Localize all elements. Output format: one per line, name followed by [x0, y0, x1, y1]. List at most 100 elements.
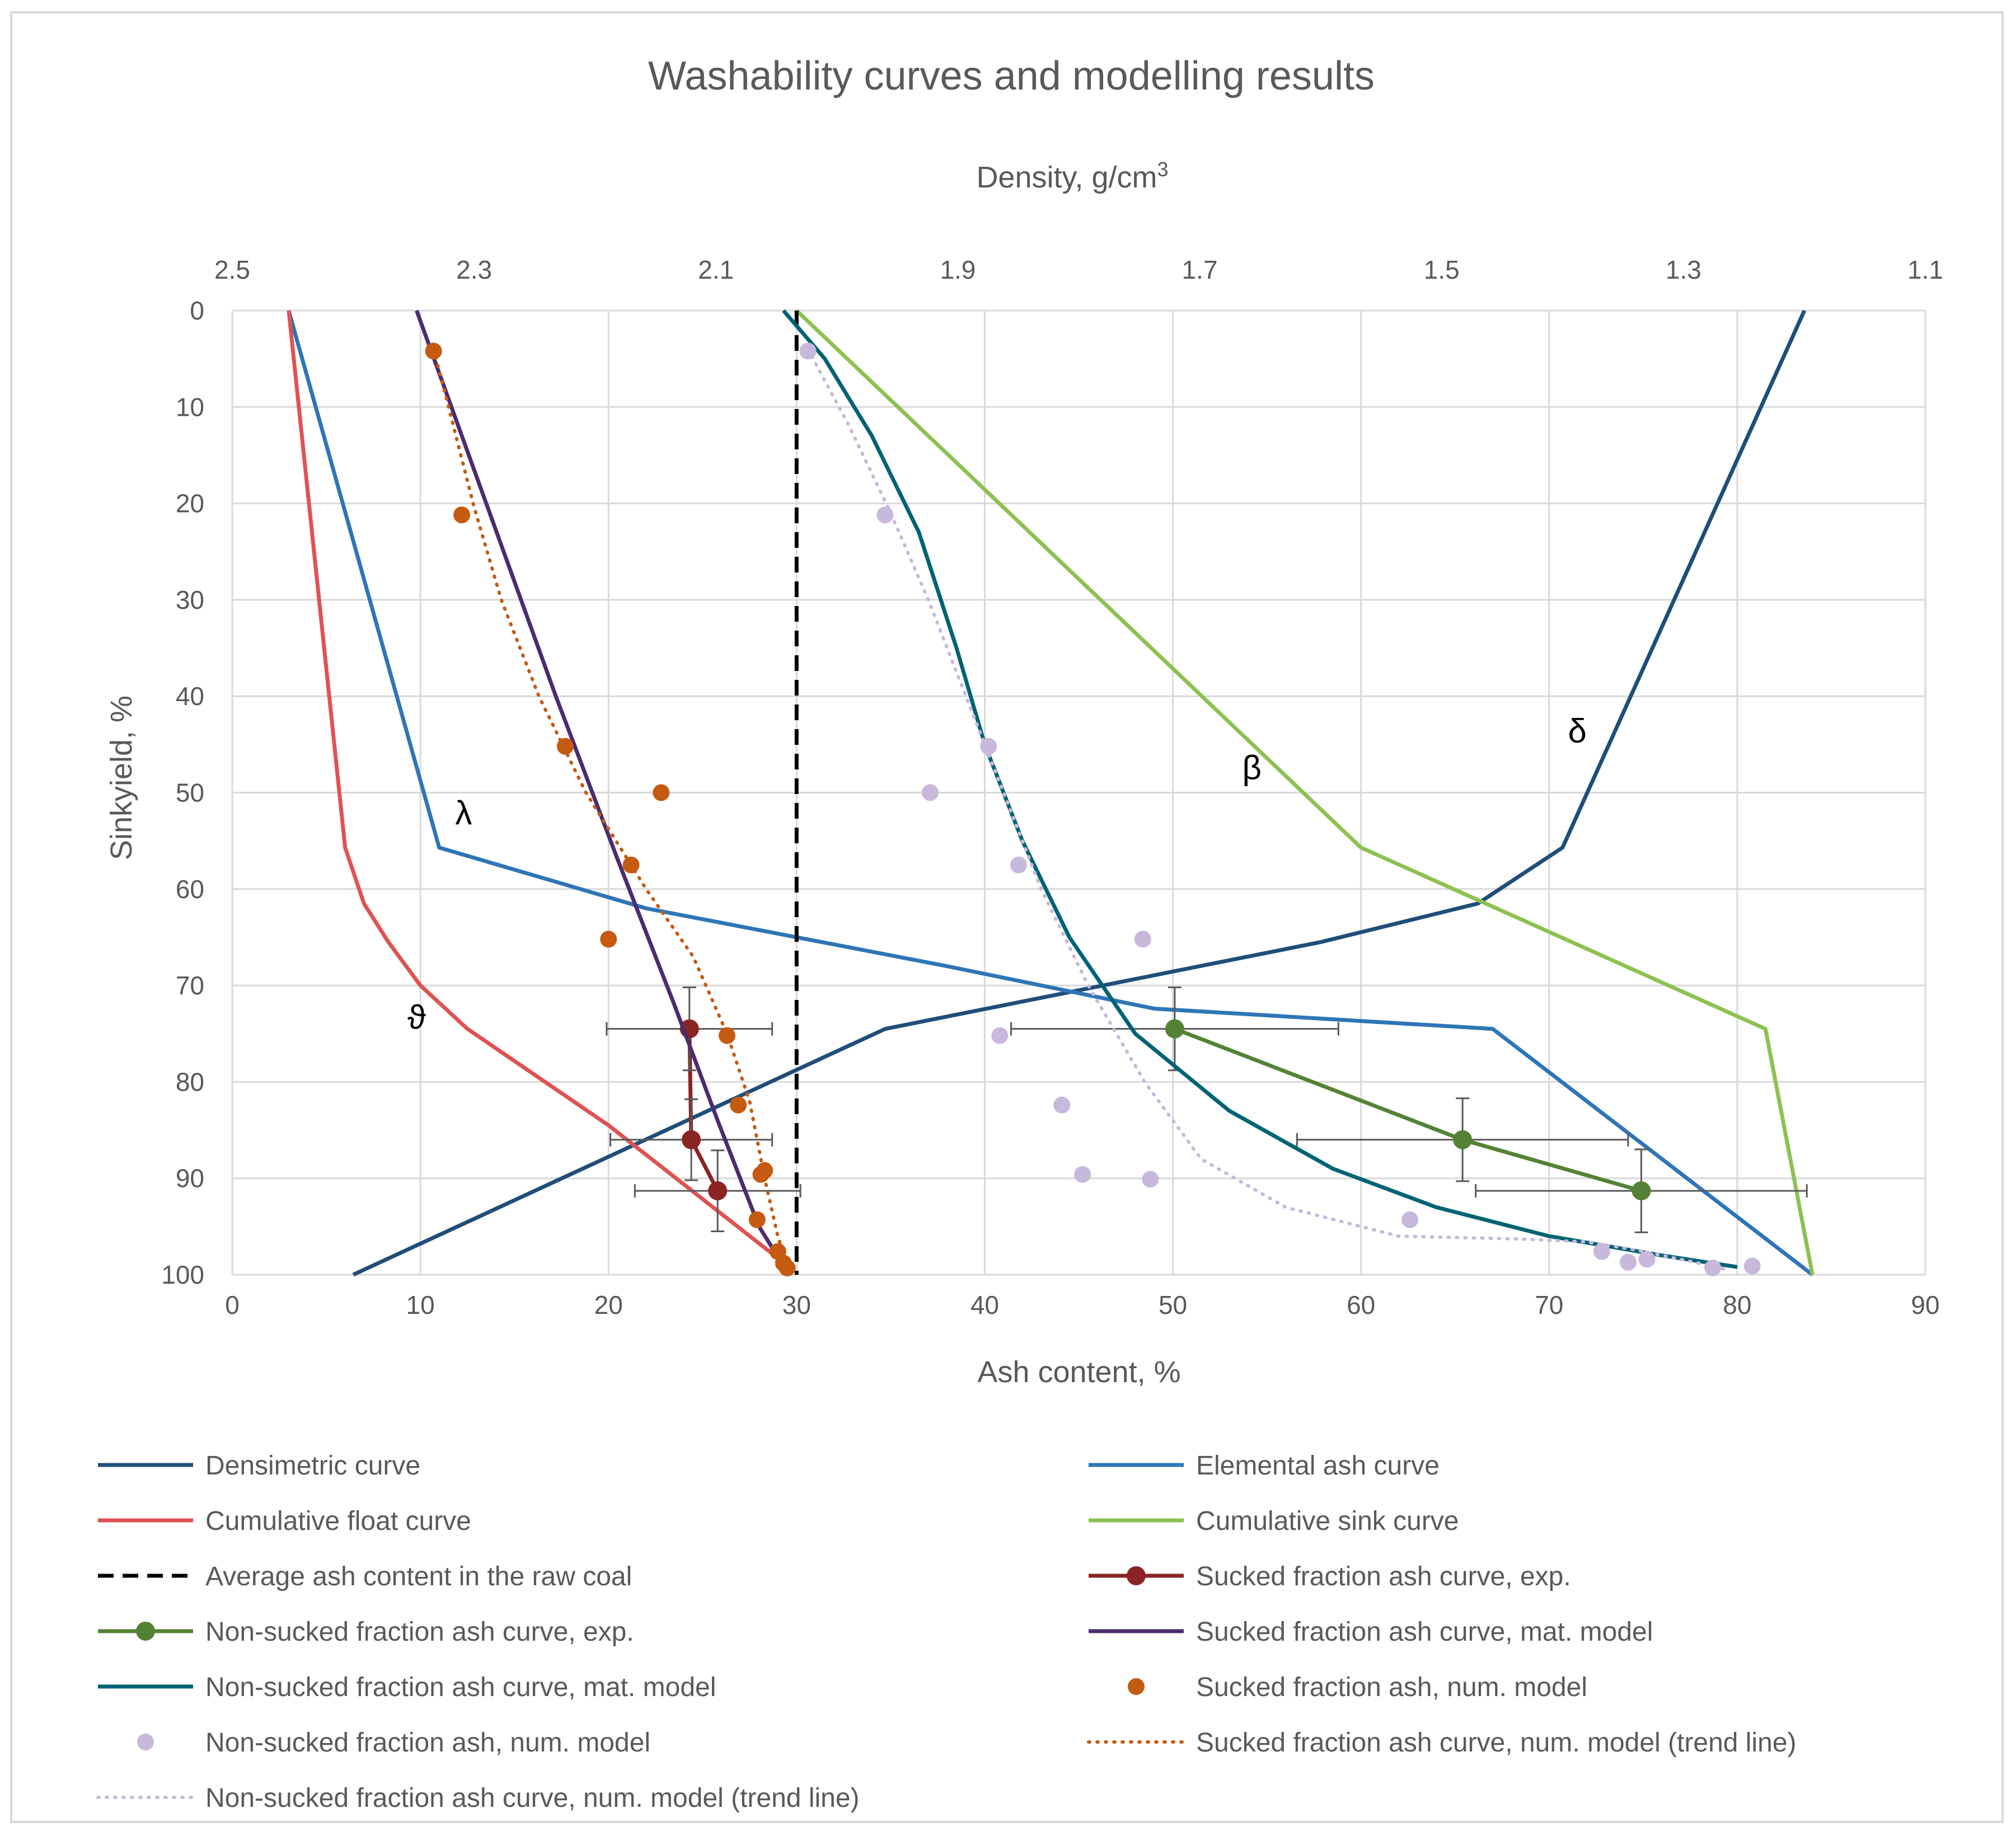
- non-sucked-fraction-ash-num-model-point: [1010, 856, 1027, 873]
- legend-label: Sucked fraction ash curve, exp.: [1196, 1562, 1571, 1591]
- x-tick-label: 80: [1723, 1290, 1751, 1319]
- cumulative-sink-curve-line: [795, 309, 1815, 1275]
- legend-item: Average ash content in the raw coal: [98, 1562, 632, 1591]
- non-sucked-fraction-ash-curve-exp-point: [1165, 1019, 1184, 1039]
- x2-tick-label: 2.5: [214, 255, 250, 284]
- legend-label: Sucked fraction ash, num. model: [1196, 1673, 1587, 1702]
- legend-label: Cumulative float curve: [205, 1506, 471, 1536]
- x-tick-label: 50: [1159, 1290, 1187, 1319]
- sucked-fraction-ash-num-model-point: [756, 1162, 773, 1179]
- x-tick-label: 20: [594, 1290, 623, 1319]
- series-1: [287, 310, 1814, 1276]
- non-sucked-fraction-ash-num-model-point: [1142, 1171, 1159, 1188]
- non-sucked-fraction-ash-num-model-point: [1593, 1243, 1610, 1260]
- x-tick-label: 70: [1535, 1290, 1563, 1319]
- y-tick-label: 80: [176, 1067, 204, 1096]
- sucked-fraction-ash-num-model-point: [653, 784, 670, 801]
- sucked-fraction-ash-curve-exp-point: [682, 1130, 701, 1149]
- chart-title: Washability curves and modelling results: [648, 54, 1375, 98]
- non-sucked-fraction-ash-curve-exp-line: [1174, 1027, 1642, 1193]
- x2-tick-label: 1.9: [940, 255, 976, 284]
- x2-axis-title-superscript: 3: [1157, 158, 1169, 181]
- legend-swatch-marker: [137, 1734, 154, 1750]
- curve-annotation: β: [1242, 749, 1262, 786]
- legend-item: Non-sucked fraction ash, num. model: [137, 1728, 650, 1758]
- sucked-fraction-ash-num-model-point: [453, 506, 471, 524]
- legend-item: Sucked fraction ash curve, num. model (t…: [1087, 1728, 1797, 1758]
- legend-label: Elemental ash curve: [1196, 1451, 1440, 1481]
- legend-label: Non-sucked fraction ash curve, mat. mode…: [205, 1673, 716, 1702]
- non-sucked-fraction-ash-num-model-point: [980, 738, 997, 755]
- densimetric-curve-line: [352, 309, 1807, 1277]
- x-tick-label: 30: [782, 1290, 811, 1319]
- y-tick-label: 60: [176, 875, 204, 904]
- series-8: [782, 309, 1738, 1269]
- x-tick-label: 90: [1911, 1290, 1939, 1319]
- legend-label: Non-sucked fraction ash, num. model: [205, 1728, 650, 1758]
- non-sucked-fraction-ash-num-model-point: [1619, 1253, 1637, 1271]
- non-sucked-fraction-ash-num-model-point: [1053, 1096, 1071, 1114]
- series-7: [415, 309, 791, 1276]
- x2-tick-label: 1.5: [1424, 255, 1460, 284]
- non-sucked-fraction-ash-num-model-point: [921, 784, 939, 801]
- non-sucked-fraction-ash-num-model-point: [991, 1027, 1009, 1044]
- y-tick-label: 40: [176, 682, 204, 711]
- x2-tick-label: 2.3: [456, 255, 492, 284]
- chart-frame: [10, 11, 2004, 1823]
- annotations: λ ϑ β δ: [407, 712, 1587, 1036]
- x-tick-label: 0: [225, 1290, 240, 1319]
- y-tick-label: 100: [161, 1260, 204, 1289]
- series-3: [795, 309, 1815, 1275]
- legend-item: Sucked fraction ash curve, exp.: [1089, 1562, 1571, 1591]
- y-tick-label: 70: [176, 971, 204, 1000]
- x2-axis-title-text: Density, g/cm: [976, 161, 1157, 194]
- sucked-fraction-ash-num-model-point: [748, 1211, 766, 1228]
- non-sucked-fraction-ash-num-model-point: [1704, 1259, 1722, 1276]
- grid: [231, 309, 1926, 1276]
- x-tick-label: 60: [1347, 1290, 1375, 1319]
- non-sucked-fraction-ash-curve-exp-point: [1631, 1181, 1651, 1201]
- elemental-ash-curve-line: [287, 310, 1814, 1276]
- legend-item: Densimetric curve: [98, 1451, 420, 1481]
- non-sucked-fraction-ash-num-model-point: [1074, 1166, 1091, 1183]
- y-axis-title: Sinkyield, %: [105, 696, 138, 860]
- sucked-fraction-ash-curve-num-model-trend-line-line: [432, 347, 791, 1272]
- sucked-fraction-ash-num-model-point: [730, 1096, 747, 1114]
- legend-item: Non-sucked fraction ash curve, mat. mode…: [98, 1673, 716, 1702]
- legend-swatch-marker: [136, 1622, 155, 1641]
- non-sucked-fraction-ash-num-model-point: [1401, 1211, 1419, 1228]
- sucked-fraction-ash-num-model-point: [779, 1259, 796, 1276]
- non-sucked-fraction-ash-curve-mat-model-line: [782, 309, 1738, 1269]
- legend-item: Sucked fraction ash curve, mat. model: [1089, 1617, 1653, 1647]
- legend-label: Sucked fraction ash curve, num. model (t…: [1196, 1728, 1797, 1758]
- sucked-fraction-ash-num-model-point: [718, 1027, 735, 1044]
- x2-tick-label: 2.1: [698, 255, 734, 284]
- non-sucked-fraction-ash-num-model-point: [1638, 1251, 1656, 1268]
- non-sucked-fraction-ash-num-model-point: [1743, 1257, 1761, 1275]
- series-layer: [287, 309, 1815, 1277]
- legend-label: Sucked fraction ash curve, mat. model: [1196, 1617, 1653, 1647]
- legend-label: Densimetric curve: [205, 1451, 420, 1481]
- curve-annotation: λ: [455, 794, 472, 832]
- cumulative-float-curve-line: [287, 310, 794, 1272]
- x-tick-label: 40: [971, 1290, 999, 1319]
- series-5: [606, 987, 801, 1232]
- sucked-fraction-ash-num-model-point: [600, 931, 617, 948]
- legend-item: Cumulative float curve: [98, 1506, 471, 1536]
- x-tick-label: 10: [406, 1290, 435, 1319]
- legend-swatch-marker: [1127, 1566, 1146, 1585]
- legend-item: Sucked fraction ash, num. model: [1128, 1673, 1587, 1702]
- sucked-fraction-ash-num-model-point: [556, 738, 574, 755]
- legend-item: Non-sucked fraction ash curve, num. mode…: [96, 1783, 860, 1813]
- non-sucked-fraction-ash-num-model-point: [1134, 931, 1151, 948]
- legend: Densimetric curve Elemental ash curve Cumu…: [96, 1451, 1797, 1813]
- y-tick-label: 10: [176, 392, 204, 421]
- legend-label: Non-sucked fraction ash curve, num. mode…: [205, 1783, 860, 1813]
- series-10: [799, 342, 1761, 1276]
- legend-item: Cumulative sink curve: [1089, 1506, 1459, 1536]
- legend-label: Average ash content in the raw coal: [205, 1562, 632, 1591]
- curve-annotation: ϑ: [407, 999, 426, 1036]
- x2-tick-label: 1.1: [1907, 255, 1943, 284]
- sucked-fraction-ash-curve-mat-model-line: [415, 309, 791, 1276]
